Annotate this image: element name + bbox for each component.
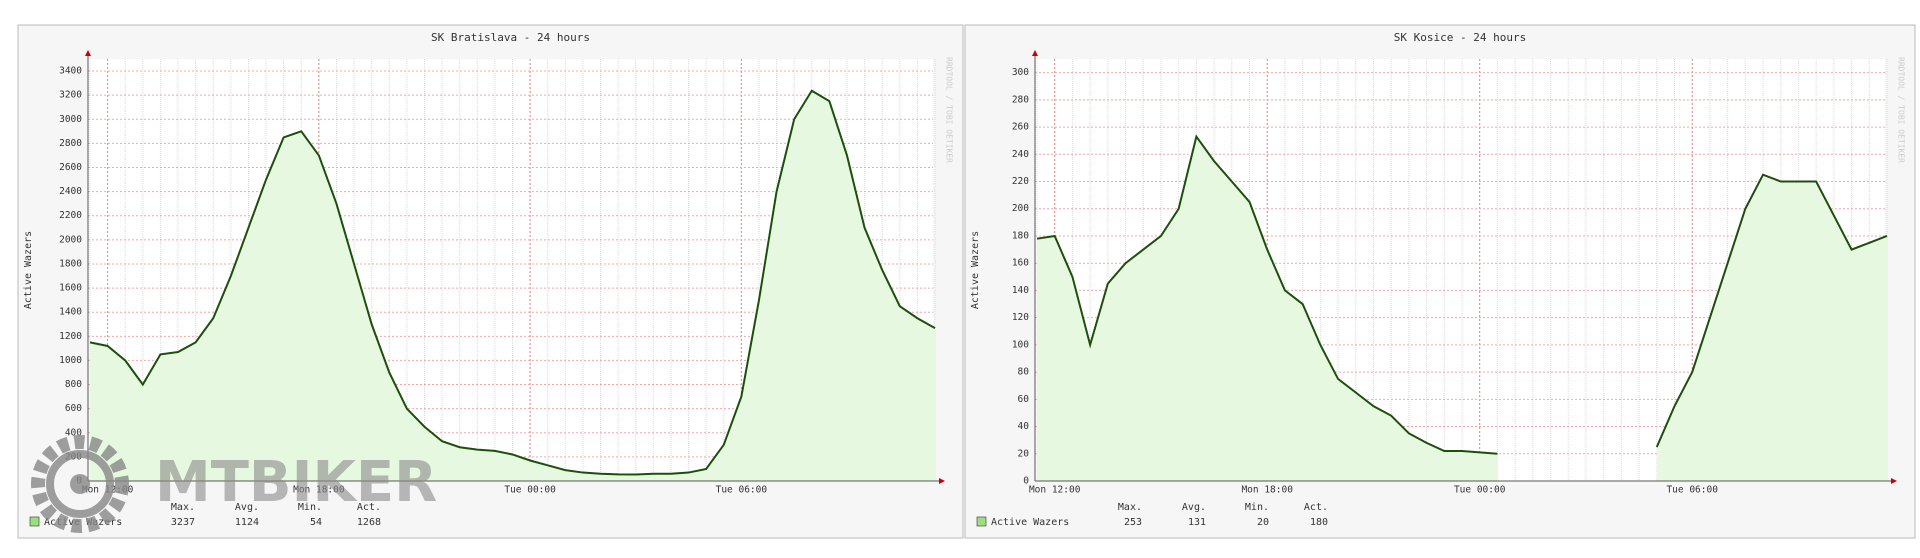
legend-label: Active Wazers xyxy=(44,517,122,528)
y-tick-label: 60 xyxy=(1018,394,1030,405)
y-axis-label: Active Wazers xyxy=(23,231,34,309)
y-tick-label: 1800 xyxy=(59,258,82,269)
stat-label: Max. xyxy=(171,502,195,513)
gear-teeth xyxy=(31,435,129,533)
y-tick-label: 200 xyxy=(1012,203,1029,214)
y-tick-label: 400 xyxy=(65,427,82,438)
y-tick-label: 280 xyxy=(1012,94,1029,105)
y-tick-label: 3400 xyxy=(59,66,82,77)
x-tick-label: Mon 18:00 xyxy=(1241,485,1293,496)
side-credit: RRDTOOL / TOBI OETIKER xyxy=(1897,57,1906,163)
stat-value: 131 xyxy=(1188,517,1206,528)
chart-title: SK Kosice - 24 hours xyxy=(1394,31,1526,44)
y-tick-label: 180 xyxy=(1012,230,1029,241)
area xyxy=(1656,174,1887,482)
stat-value: 180 xyxy=(1310,517,1328,528)
y-tick-label: 120 xyxy=(1012,312,1029,323)
line xyxy=(89,89,936,476)
stat-label: Min. xyxy=(298,502,322,513)
line xyxy=(1036,134,1888,455)
y-tick-label: 100 xyxy=(1012,339,1029,350)
stat-label: Avg. xyxy=(235,502,259,513)
y-tick-label: 80 xyxy=(1018,367,1030,378)
y-arrow xyxy=(85,50,91,56)
y-tick-label: 140 xyxy=(1012,285,1029,296)
stat-value: 1124 xyxy=(235,517,259,528)
y-tick-label: 160 xyxy=(1012,258,1029,269)
y-tick-label: 240 xyxy=(1012,149,1029,160)
stat-value: 253 xyxy=(1124,517,1142,528)
y-tick-label: 2400 xyxy=(59,186,82,197)
panels: SK Bratislava - 24 hours Mon 12:00 Mon 18:… xyxy=(17,24,1916,539)
chart-title: SK Bratislava - 24 hours xyxy=(431,31,590,44)
y-tick-label: 800 xyxy=(65,379,82,390)
x-arrow xyxy=(939,478,945,484)
stat-value: 54 xyxy=(310,517,322,528)
watermark-group: MTBIKER xyxy=(31,435,437,533)
y-axis-label: Active Wazers xyxy=(970,231,981,309)
area xyxy=(1037,136,1498,481)
y-tick-label: 220 xyxy=(1012,176,1029,187)
stat-value: 1268 xyxy=(357,517,381,528)
x-tick-label: Mon 12:00 xyxy=(1029,485,1081,496)
y-tick-label: 0 xyxy=(1023,476,1029,487)
y-tick-label: 2600 xyxy=(59,162,82,173)
y-tick-label: 300 xyxy=(1012,67,1029,78)
side-credit: RRDTOOL / TOBI OETIKER xyxy=(945,57,954,163)
y-tick-label: 2800 xyxy=(59,138,82,149)
y-arrow xyxy=(1032,50,1038,56)
stat-label: Avg. xyxy=(1182,502,1206,513)
legend-swatch xyxy=(976,516,987,527)
legend-swatch xyxy=(29,516,40,527)
x-tick-label: Tue 06:00 xyxy=(1666,485,1718,496)
y-tick-label: 2000 xyxy=(59,234,82,245)
stat-value: 20 xyxy=(1257,517,1269,528)
stat-label: Act. xyxy=(1304,502,1328,513)
stat-label: Max. xyxy=(1118,502,1142,513)
y-tick-label: 1200 xyxy=(59,331,82,342)
stat-label: Act. xyxy=(357,502,381,513)
x-tick-label: Mon 18:00 xyxy=(293,485,345,496)
y-tick-label: 1600 xyxy=(59,283,82,294)
y-tick-label: 40 xyxy=(1018,421,1030,432)
y-tick-label: 3000 xyxy=(59,114,82,125)
gear-hub xyxy=(70,474,90,494)
x-tick-label: Tue 00:00 xyxy=(504,485,556,496)
y-tick-label: 260 xyxy=(1012,122,1029,133)
y-tick-label: 3200 xyxy=(59,90,82,101)
stat-label: Min. xyxy=(1245,502,1269,513)
y-tick-label: 2200 xyxy=(59,210,82,221)
y-tick-label: 600 xyxy=(65,403,82,414)
stat-value: 3237 xyxy=(171,517,195,528)
x-tick-label: Tue 00:00 xyxy=(1454,485,1506,496)
gear-ring xyxy=(46,450,114,518)
y-tick-label: 1000 xyxy=(59,355,82,366)
y-tick-label: 20 xyxy=(1018,448,1030,459)
y-tick-label: 1400 xyxy=(59,307,82,318)
area xyxy=(90,90,935,481)
legend-label: Active Wazers xyxy=(991,517,1069,528)
x-tick-label: Tue 06:00 xyxy=(716,485,768,496)
watermark: MTBIKER xyxy=(155,450,437,515)
x-arrow xyxy=(1891,478,1897,484)
